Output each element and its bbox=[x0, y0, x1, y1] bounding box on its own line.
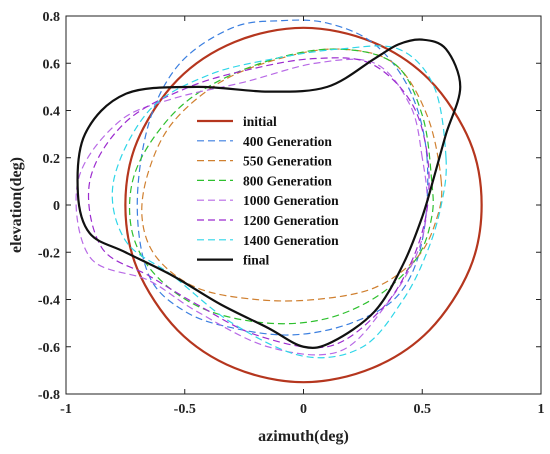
series-curve-7 bbox=[76, 38, 462, 349]
legend-label: 1400 Generation bbox=[243, 233, 339, 248]
y-tick-label: 0.4 bbox=[43, 105, 61, 120]
x-tick-label: 0 bbox=[300, 402, 307, 417]
y-axis-label: elevation(deg) bbox=[8, 157, 25, 253]
y-tick-label: -0.4 bbox=[38, 294, 60, 309]
y-tick-label: -0.6 bbox=[38, 341, 60, 356]
series-curve-2 bbox=[141, 48, 443, 302]
x-tick-label: 1 bbox=[538, 402, 545, 417]
tick-layer: -1 -0.5 0 0.5 1 -0.8 -0.6 -0.4 -0.2 0 0.2 0.4 0.6 0.8 bbox=[38, 10, 545, 417]
y-tick-label: -0.2 bbox=[38, 246, 60, 261]
y-tick-label: 0.8 bbox=[43, 10, 61, 25]
series-curve-5 bbox=[87, 57, 430, 349]
series-curve-3 bbox=[128, 48, 434, 325]
y-tick-label: 0.6 bbox=[43, 57, 61, 72]
series-curve-6 bbox=[111, 45, 447, 359]
y-tick-label: -0.8 bbox=[38, 388, 60, 403]
legend-label: 1000 Generation bbox=[243, 193, 339, 208]
curves-layer bbox=[75, 19, 483, 384]
legend-label: initial bbox=[243, 114, 277, 129]
y-tick-label: 0.2 bbox=[43, 152, 61, 167]
legend-label: 800 Generation bbox=[243, 173, 332, 188]
legend-label: 400 Generation bbox=[243, 134, 332, 149]
x-axis-label: azimuth(deg) bbox=[258, 428, 349, 445]
x-tick-label: -1 bbox=[60, 402, 72, 417]
y-tick-label: 0 bbox=[53, 199, 60, 214]
x-tick-label: -0.5 bbox=[174, 402, 196, 417]
legend-label: 550 Generation bbox=[243, 154, 332, 169]
series-curve-0 bbox=[124, 26, 483, 384]
legend: initial 400 Generation 550 Generation 800 G… bbox=[197, 114, 339, 268]
legend-label: final bbox=[243, 253, 270, 268]
legend-label: 1200 Generation bbox=[243, 213, 339, 228]
x-tick-label: 0.5 bbox=[414, 402, 432, 417]
